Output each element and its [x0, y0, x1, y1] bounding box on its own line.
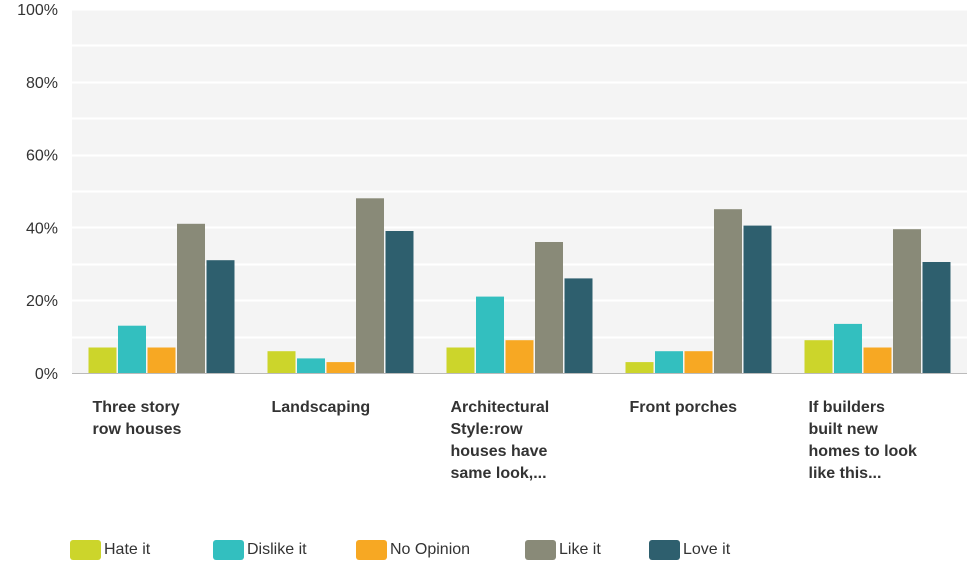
bar-like-it: [177, 223, 205, 373]
bar-like-it: [535, 242, 563, 373]
bar-chart: 0% 20% 40% 60% 80% 100% Three story row houses…: [17, 2, 967, 482]
y-tick-label: 40%: [26, 220, 58, 237]
y-axis-ticks: 0% 20% 40% 60% 80% 100%: [17, 2, 58, 383]
bar-like-it: [714, 209, 742, 373]
x-category-label: Front porches: [630, 399, 738, 416]
bar-love-it: [743, 225, 772, 373]
bar-love-it: [922, 262, 951, 373]
legend-label-dislike: Dislike it: [247, 541, 307, 558]
y-tick-label: 80%: [26, 75, 58, 92]
bar-no-opinion: [505, 340, 534, 373]
legend-item-no-opinion: No Opinion: [356, 540, 525, 560]
legend-label-like: Like it: [559, 541, 601, 558]
bar-like-it: [893, 229, 921, 373]
bar-love-it: [564, 278, 593, 373]
legend-swatch-no-opinion: [356, 540, 387, 560]
bars: [88, 198, 951, 373]
legend-label-hate: Hate it: [104, 541, 151, 558]
bar-no-opinion: [326, 362, 355, 373]
bar-dislike-it: [476, 296, 504, 373]
bar-hate-it: [267, 351, 296, 373]
legend: Hate it Dislike it No Opinion Like it Lo…: [70, 540, 730, 560]
bar-no-opinion: [863, 347, 892, 373]
x-category-label: Three story row houses: [93, 399, 182, 438]
bar-hate-it: [88, 347, 117, 373]
y-tick-label: 20%: [26, 293, 58, 310]
y-tick-label: 60%: [26, 148, 58, 165]
legend-item-like: Like it: [525, 540, 649, 560]
x-category-label: If builders built new homes to look like th…: [809, 399, 918, 482]
y-tick-label: 0%: [35, 366, 58, 383]
bar-hate-it: [804, 340, 833, 373]
x-category-label: Architectural Style:row houses have same lo…: [451, 399, 550, 482]
bar-dislike-it: [834, 323, 862, 373]
bar-dislike-it: [655, 351, 683, 373]
bar-hate-it: [625, 362, 654, 373]
x-category-label: Landscaping: [272, 399, 371, 416]
bar-love-it: [206, 260, 235, 373]
legend-swatch-love: [649, 540, 680, 560]
bar-dislike-it: [118, 325, 146, 373]
legend-item-hate: Hate it: [70, 540, 213, 560]
bar-dislike-it: [297, 358, 325, 373]
bar-hate-it: [446, 347, 475, 373]
bar-love-it: [385, 231, 414, 373]
legend-swatch-like: [525, 540, 556, 560]
legend-swatch-dislike: [213, 540, 244, 560]
legend-item-dislike: Dislike it: [213, 540, 356, 560]
legend-swatch-hate: [70, 540, 101, 560]
legend-label-no-opinion: No Opinion: [390, 541, 471, 558]
legend-item-love: Love it: [649, 540, 730, 560]
bar-no-opinion: [684, 351, 713, 373]
bar-like-it: [356, 198, 384, 373]
y-tick-label: 100%: [17, 2, 58, 19]
legend-label-love: Love it: [683, 541, 731, 558]
bar-no-opinion: [147, 347, 176, 373]
x-axis-categories: Three story row houses Landscaping Architec…: [93, 399, 918, 482]
